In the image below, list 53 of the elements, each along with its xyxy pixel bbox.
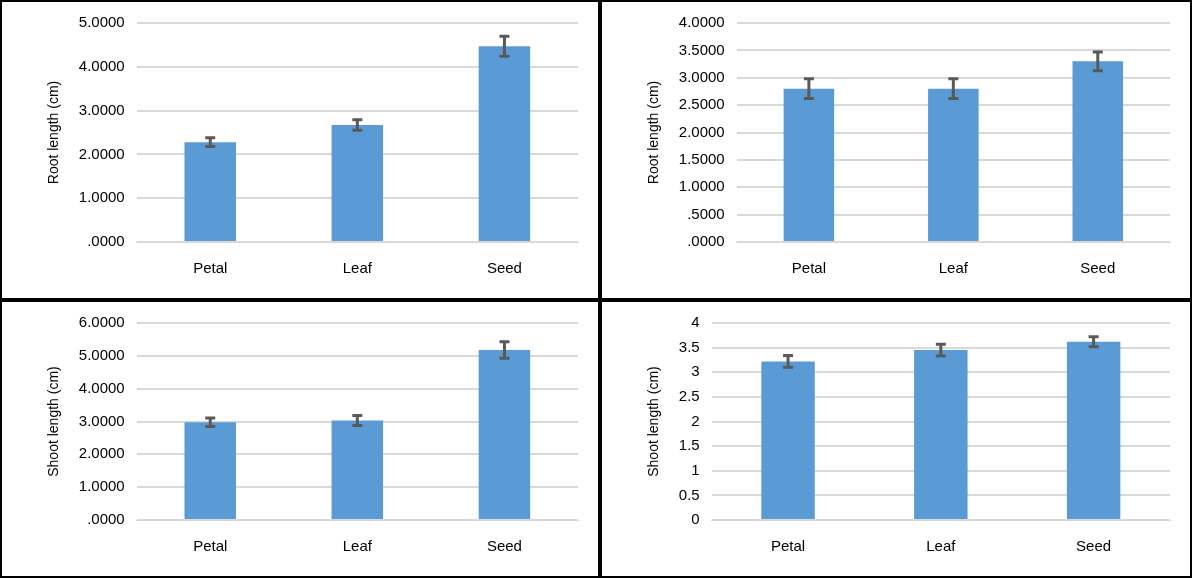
y-tick-label: 6.0000 xyxy=(78,313,125,331)
y-tick-label: 2.5000 xyxy=(678,95,725,113)
y-tick-label: 4.0000 xyxy=(678,13,725,31)
y-tick-label: .0000 xyxy=(87,232,125,250)
y-tick-label: 1.0000 xyxy=(78,477,125,495)
y-tick-label: 0 xyxy=(691,510,700,528)
y-tick-label: 4.0000 xyxy=(78,378,125,396)
y-tick-label: 3.5000 xyxy=(678,40,725,58)
y-tick-label: 1.0000 xyxy=(678,177,725,195)
bar xyxy=(331,420,384,519)
y-tick-label: .0000 xyxy=(687,232,725,250)
y-axis-title: Root length (cm) xyxy=(45,80,62,185)
y-tick-label: 1 xyxy=(691,460,700,478)
bar xyxy=(478,349,531,519)
y-tick-label: 2.0000 xyxy=(678,122,725,140)
y-tick-label: 2.0000 xyxy=(78,144,125,162)
y-tick-label: 3.0000 xyxy=(678,67,725,85)
x-tick-label: Seed xyxy=(486,259,522,277)
x-tick-label: Seed xyxy=(1080,259,1116,277)
y-tick-label: .5000 xyxy=(687,204,725,222)
bar xyxy=(184,142,236,241)
x-tick-label: Petal xyxy=(770,537,806,555)
y-axis-title: Root length (cm) xyxy=(645,80,662,185)
bar xyxy=(478,46,531,241)
y-tick-label: .0000 xyxy=(87,510,125,528)
x-tick-label: Leaf xyxy=(938,259,969,277)
bar xyxy=(184,422,236,519)
y-tick-label: 2 xyxy=(691,411,700,429)
y-tick-label: 5.0000 xyxy=(78,345,125,363)
y-axis-title: Shoot length (cm) xyxy=(45,366,62,477)
x-tick-label: Leaf xyxy=(342,259,373,277)
x-tick-label: Seed xyxy=(1076,537,1112,555)
y-tick-label: 1.5000 xyxy=(678,150,725,168)
y-tick-label: 3.5 xyxy=(678,337,700,355)
y-tick-label: 1.5 xyxy=(678,436,700,454)
y-tick-label: 5.0000 xyxy=(78,13,125,31)
y-tick-label: 0.5 xyxy=(678,485,700,503)
x-tick-label: Petal xyxy=(193,537,228,555)
y-tick-label: 4.0000 xyxy=(78,56,125,74)
x-tick-label: Leaf xyxy=(926,537,957,555)
y-tick-label: 3 xyxy=(691,362,700,380)
y-tick-label: 2.0000 xyxy=(78,444,125,462)
bar xyxy=(331,125,384,241)
y-tick-label: 3.0000 xyxy=(78,411,125,429)
y-tick-label: 2.5 xyxy=(678,387,700,405)
x-tick-label: Seed xyxy=(486,537,522,555)
y-tick-label: 1.0000 xyxy=(78,188,125,206)
x-tick-label: Petal xyxy=(193,259,228,277)
y-tick-label: 3.0000 xyxy=(78,100,125,118)
x-tick-label: Petal xyxy=(791,259,826,277)
x-tick-label: Leaf xyxy=(342,537,373,555)
y-tick-label: 4 xyxy=(691,313,700,331)
y-axis-title: Shoot length (cm) xyxy=(645,366,662,477)
